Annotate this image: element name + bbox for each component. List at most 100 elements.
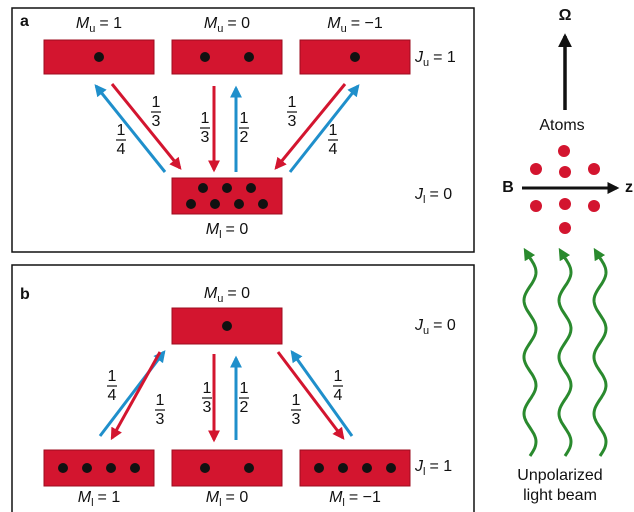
atom-dot	[198, 183, 208, 193]
symbol: M	[204, 15, 218, 32]
subscript: u	[341, 23, 347, 35]
atom-dot	[362, 463, 372, 473]
atom	[530, 200, 542, 212]
atom-dot	[386, 463, 396, 473]
symbol: M	[327, 15, 341, 32]
fraction-num: 1	[117, 122, 126, 139]
state-label: Ml = 0	[206, 489, 249, 509]
atom-dot	[210, 199, 220, 209]
wave	[594, 252, 606, 456]
value: = 1	[429, 458, 452, 475]
fraction-den: 3	[152, 113, 161, 130]
panel-a-transitions	[96, 84, 358, 172]
fraction-num: 1	[288, 94, 297, 111]
atom-dot	[130, 463, 140, 473]
level-bar	[172, 40, 282, 74]
fraction-den: 4	[117, 141, 126, 158]
state-label: Ju= 0	[414, 317, 456, 337]
subscript: l	[219, 229, 221, 241]
fraction-den: 4	[108, 387, 117, 404]
axis-label: z	[625, 179, 633, 196]
value: = 0	[429, 186, 452, 203]
atom-dot	[350, 52, 360, 62]
fraction-den: 4	[329, 141, 338, 158]
atom-dot	[106, 463, 116, 473]
atom	[559, 166, 571, 178]
value: = 0	[226, 221, 249, 238]
subscript: u	[217, 23, 223, 35]
state-label: Mu = −1	[327, 15, 383, 35]
atom-dot	[244, 463, 254, 473]
symbol: M	[204, 285, 218, 302]
panel-b-levels	[44, 308, 410, 486]
value: = 1	[433, 49, 456, 66]
panel-label: b	[20, 286, 30, 303]
subscript: u	[217, 293, 223, 305]
symbol: M	[206, 489, 220, 506]
setup: Ω Atoms B z Unpolarized light beam	[502, 7, 633, 504]
atom	[530, 163, 542, 175]
atom-dot	[222, 321, 232, 331]
wave	[524, 252, 536, 456]
state-label: Jl= 1	[414, 458, 452, 478]
atom-dot	[246, 183, 256, 193]
fraction-den: 4	[334, 387, 343, 404]
state-label: Jl= 0	[414, 186, 452, 206]
atom-dot	[200, 52, 210, 62]
subscript: l	[342, 497, 344, 509]
value: = 0	[226, 489, 249, 506]
figure: a b Ω Atoms B z	[0, 0, 634, 512]
atom-dot	[200, 463, 210, 473]
symbol: M	[78, 489, 92, 506]
light-beam	[524, 252, 606, 456]
arrow	[112, 352, 160, 438]
symbol: M	[76, 15, 90, 32]
symbol: M	[206, 221, 220, 238]
state-label: Ml = 0	[206, 221, 249, 241]
atom	[558, 145, 570, 157]
atom-dot	[338, 463, 348, 473]
state-label: Ju= 1	[414, 49, 456, 69]
subscript: l	[423, 194, 425, 206]
atom-dot	[82, 463, 92, 473]
value: = 1	[98, 489, 121, 506]
value: = 0	[227, 285, 250, 302]
fraction-num: 1	[334, 368, 343, 385]
fraction-num: 1	[329, 122, 338, 139]
fraction-num: 1	[108, 368, 117, 385]
atom-dot	[222, 183, 232, 193]
subscript: l	[219, 497, 221, 509]
beam-label: Unpolarized	[517, 467, 602, 484]
atom	[559, 198, 571, 210]
panel-label: a	[20, 13, 29, 30]
state-label: Mu = 0	[204, 285, 250, 305]
fraction-den: 3	[292, 411, 301, 428]
arrow	[290, 86, 358, 172]
wave	[559, 252, 571, 456]
fraction-den: 3	[156, 411, 165, 428]
state-label: Mu= 0	[204, 15, 250, 35]
atom-dot	[314, 463, 324, 473]
atom-dot	[258, 199, 268, 209]
fraction-den: 2	[240, 399, 249, 416]
atom	[559, 222, 571, 234]
panel-a-levels	[44, 40, 410, 214]
atom-dot	[94, 52, 104, 62]
fraction-num: 1	[240, 380, 249, 397]
value: = 0	[433, 317, 456, 334]
fraction-den: 3	[203, 399, 212, 416]
atom	[588, 200, 600, 212]
value: = −1	[351, 15, 383, 32]
panel-b-transitions	[100, 352, 352, 440]
fraction-num: 1	[292, 392, 301, 409]
rotation-symbol: Ω	[559, 7, 572, 24]
level-bar	[172, 450, 282, 486]
fraction-num: 1	[203, 380, 212, 397]
fraction-num: 1	[156, 392, 165, 409]
atom	[588, 163, 600, 175]
value: = −1	[349, 489, 381, 506]
atom-dot	[234, 199, 244, 209]
arrow	[292, 352, 352, 436]
fraction-den: 3	[288, 113, 297, 130]
